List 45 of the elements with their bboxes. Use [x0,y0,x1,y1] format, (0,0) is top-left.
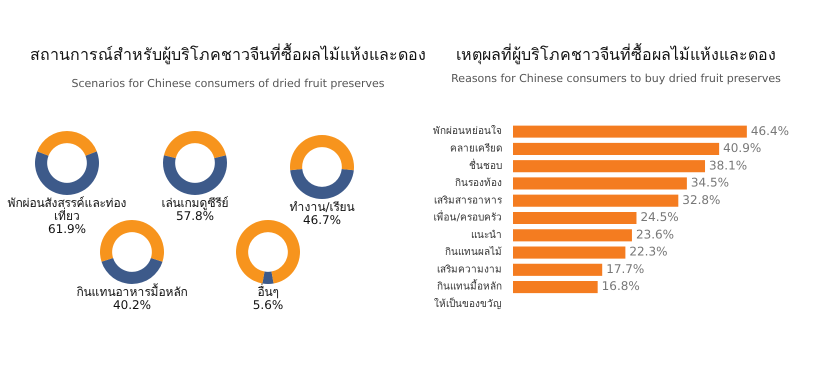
y-tick-label: กินแทนมื้อหลัก [437,278,502,293]
bar [513,246,626,259]
data-label: 17.7% [606,262,644,276]
text: พักผ่อนสังสรรค์และท่องเที่ยว [6,196,128,223]
y-tick-label: กินรองท้อง [455,177,502,190]
chart-title: เหตุผลที่ผู้บริโภคชาวจีนที่ซื้อผลไม้แห้งและดอง [456,45,776,64]
bar [513,264,602,276]
bar [513,126,747,138]
y-tick-label: เสริมความงาม [437,264,502,276]
y-tick-label: เสริมสารอาหาร [434,195,503,206]
y-tick-label: ชื่นชอบ [469,158,502,172]
data-label: 46.4% [750,124,789,138]
text: เล่นเกมดูซีรีย์ [160,196,230,210]
data-label: 40.9% [723,141,762,156]
text: อื่นๆ [256,285,280,299]
data-label: 40.2% [112,298,152,312]
data-label: 57.8% [176,209,214,223]
data-label: 34.5% [690,176,730,190]
bar [513,281,598,294]
y-tick-label: เพื่อน/ครอบครัว [434,210,502,224]
y-tick-label: แนะนำ [471,230,502,241]
y-tick-label: พักผ่อนหย่อนใจ [433,125,502,138]
data-label: 61.9% [46,222,88,236]
text: กินแทนอาหารมื้อหลัก [76,285,188,299]
text: ทำงาน/เรียน [288,200,356,214]
bar [513,160,706,172]
text: สถานการณ์สำหรับผู้บริโภคชาวจีนที่ซื้อผลไม้แห้งและดอง [29,42,427,66]
y-tick-label: กินแทนผลไม้ [445,246,502,258]
y-tick-label: ให้เป็นของขวัญ [434,296,502,310]
y-tick-label: คลายเครียด [450,142,502,155]
bar [513,229,632,242]
data-label: 5.6% [252,298,284,312]
data-label: 46.7% [302,213,342,227]
bar [513,142,720,155]
text: Scenarios for Chinese consumers of dried fruit preserves [70,77,386,90]
chart-subtitle: Reasons for Chinese consumers to buy dried fruit preserves [450,72,782,85]
data-label: 16.8% [602,279,640,294]
bar [513,177,687,190]
bar [513,194,678,207]
data-label: 38.1% [709,158,748,172]
data-label: 23.6% [636,227,674,242]
bar [513,212,636,224]
data-label: 22.3% [629,244,668,259]
data-label: 32.8% [682,192,720,207]
data-label: 24.5% [640,210,679,224]
